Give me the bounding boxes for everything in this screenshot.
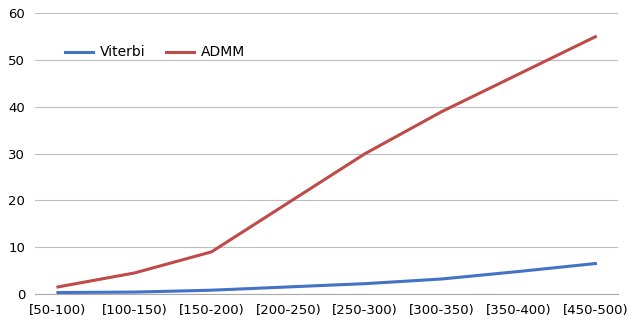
Viterbi [54, 291, 62, 294]
Viterbi [284, 285, 292, 289]
Line: Viterbi: Viterbi [58, 264, 595, 293]
Line: ADMM: ADMM [58, 37, 595, 287]
ADMM [515, 72, 522, 76]
Viterbi [131, 290, 139, 294]
ADMM [438, 110, 445, 113]
ADMM [131, 271, 139, 275]
Viterbi [438, 277, 445, 281]
Viterbi [515, 269, 522, 273]
Legend: Viterbi, ADMM: Viterbi, ADMM [60, 40, 251, 65]
ADMM [284, 201, 292, 205]
ADMM [54, 285, 62, 289]
ADMM [207, 250, 215, 254]
Viterbi [361, 282, 369, 286]
ADMM [591, 35, 599, 39]
Viterbi [207, 288, 215, 292]
Viterbi [591, 262, 599, 266]
ADMM [361, 152, 369, 156]
